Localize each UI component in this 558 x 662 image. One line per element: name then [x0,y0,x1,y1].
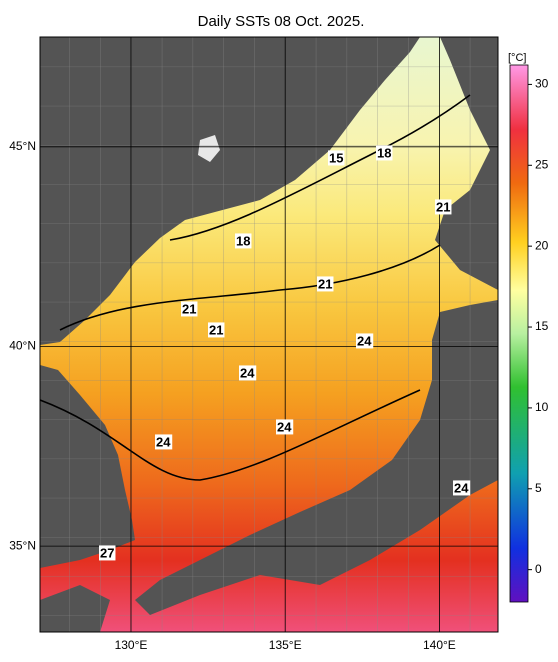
contour-label: 21 [436,199,450,214]
contour-label: 24 [454,480,469,495]
contour-label: 24 [357,333,372,348]
contour-label: 15 [329,150,343,165]
x-tick-label: 140°E [423,638,456,652]
contour-label-box [453,480,471,496]
contour-label-box [181,301,198,317]
contour-label-box [435,199,452,215]
colorbar-tick-label: 5 [535,481,542,495]
contour-line [59,244,441,331]
y-tick-label: 45°N [9,139,36,153]
colorbar-tick-label: 30 [535,77,549,91]
colorbar-tick-label: 25 [535,157,549,171]
colorbar-tick-label: 10 [535,400,549,414]
contour-label-box [99,545,116,561]
contour-label: 21 [182,301,196,316]
contour-label: 24 [156,434,171,449]
contour-line [169,94,471,241]
minor-grid [40,37,498,632]
colorbar-tick-label: 20 [535,238,549,252]
x-tick-label: 130°E [115,638,148,652]
map-frame [39,36,499,633]
contour-label-box [239,365,257,381]
colorbar [509,64,529,603]
contour-label: 27 [100,545,114,560]
contour-label: 18 [236,233,250,248]
contour-label-box [235,233,252,249]
map [40,37,498,632]
contour-label: 24 [277,419,292,434]
contour-label-box [276,419,294,435]
contour-line [40,389,421,481]
x-tick-label: 135°E [269,638,302,652]
contour-label-box [356,333,374,349]
contour-label: 24 [240,365,255,380]
contour-label: 21 [318,276,332,291]
y-tick-label: 40°N [9,339,36,353]
colorbar-unit: [°C] [508,52,526,64]
contour-label-box [376,145,393,161]
contour-label-box [317,276,334,292]
contour-label-box [155,434,173,450]
contour-label-box [328,150,345,166]
y-tick-label: 35°N [9,538,36,552]
contour-label: 21 [209,322,223,337]
colorbar-tick-label: 15 [535,319,549,333]
contour-label-box [208,322,225,338]
contour-label: 18 [377,145,391,160]
title: Daily SSTs 08 Oct. 2025. [198,13,365,30]
colorbar-tick-label: 0 [535,562,542,576]
